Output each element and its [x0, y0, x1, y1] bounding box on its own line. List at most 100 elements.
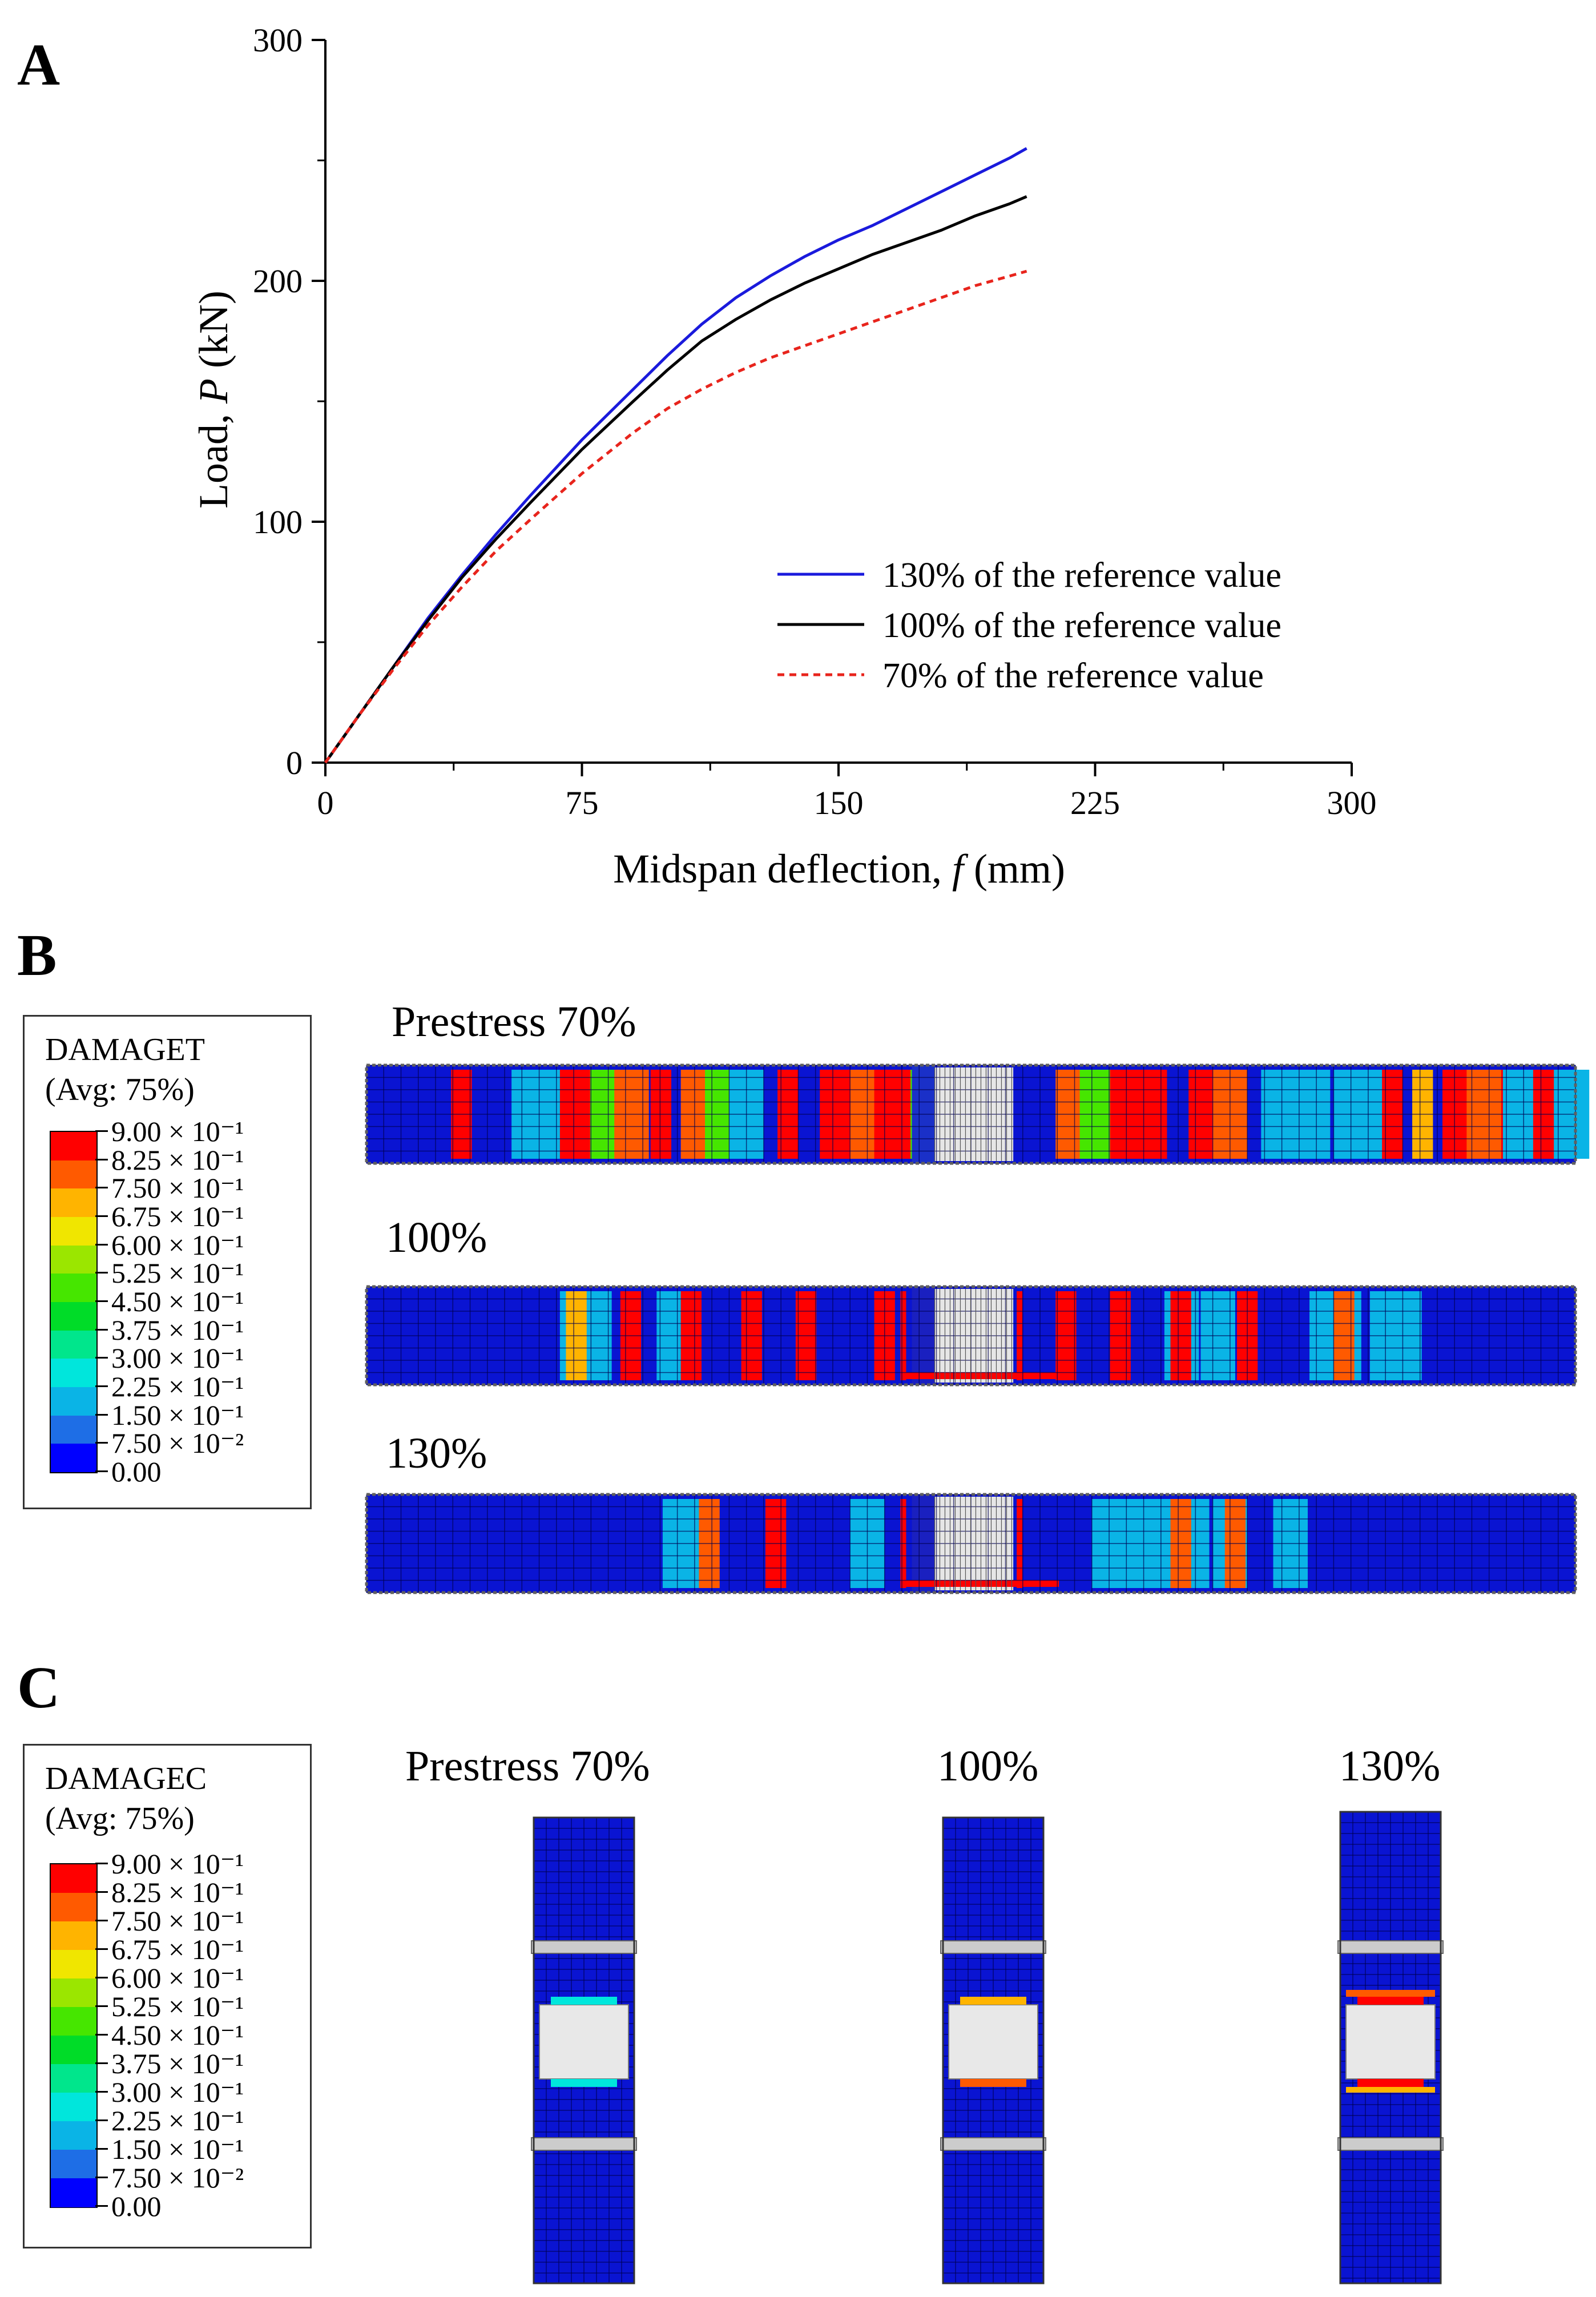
color-scale-label: 6.00 × 10⁻¹ [111, 1228, 244, 1261]
color-scale-band [51, 1893, 96, 1922]
joint-block [539, 2004, 629, 2080]
steel-plate [531, 2137, 637, 2151]
legend-label: 130% of the reference value [882, 556, 1281, 595]
color-scale-band [51, 1359, 96, 1388]
color-scale-band [51, 2007, 96, 2036]
color-scale-tick [95, 2005, 108, 2007]
color-scale-label: 3.75 × 10⁻¹ [111, 2048, 244, 2080]
color-scale-band [51, 1415, 96, 1444]
color-scale-band [51, 1921, 96, 1951]
color-scale-label: 7.50 × 10⁻¹ [111, 1172, 244, 1204]
beam-outline [365, 1063, 1577, 1165]
color-scale-tick [95, 2205, 108, 2207]
color-scale-tick [95, 1863, 108, 1864]
steel-plate [940, 2137, 1046, 2151]
beam-label-70: Prestress 70% [392, 998, 636, 1046]
color-scale-label: 4.50 × 10⁻¹ [111, 1285, 244, 1317]
damage-zone-bottom [1357, 2079, 1424, 2087]
color-scale-label: 9.00 × 10⁻¹ [111, 1848, 244, 1880]
color-scale-tick [95, 2148, 108, 2150]
color-scale-band [51, 1217, 96, 1246]
series-line-3 [324, 269, 1027, 764]
column-label-130: 130% [1339, 1742, 1441, 1790]
color-scale-label: 6.00 × 10⁻¹ [111, 1962, 244, 1994]
tension-damage-beams [365, 1063, 1590, 1594]
panel-label-a: A [17, 32, 61, 98]
legend-label: 70% of the reference value [882, 656, 1264, 695]
color-scale-tick [95, 1948, 108, 1950]
damage-zone-bottom [551, 2079, 617, 2087]
beam-contour-2 [365, 1285, 1577, 1387]
damagec-legend: DAMAGEC (Avg: 75%) 9.00 × 10⁻¹ 8.25 × 10⁻… [23, 1744, 312, 2248]
color-scale-label: 2.25 × 10⁻¹ [111, 1371, 244, 1403]
damaget-legend: DAMAGET (Avg: 75%) 9.00 × 10⁻¹ 8.25 × 10⁻… [23, 1015, 312, 1509]
joint-block [948, 2004, 1038, 2080]
color-scale-band [51, 1978, 96, 2008]
chart-legend: 130% of the reference value 100% of the r… [777, 556, 1281, 695]
color-scale-label: 8.25 × 10⁻¹ [111, 1876, 244, 1908]
load-deflection-chart: 0 75 150 225 300 0 100 200 300 130% of the refer… [191, 22, 1377, 892]
color-scale-label: 7.50 × 10⁻¹ [111, 1905, 244, 1937]
color-scale-label: 5.25 × 10⁻¹ [111, 1990, 244, 2022]
steel-plate [531, 1940, 637, 1954]
color-scale-label: 7.50 × 10⁻² [111, 1427, 244, 1460]
y-tick-label: 300 [253, 22, 303, 59]
color-scale-tick [95, 1442, 108, 1444]
x-tick-label: 75 [566, 784, 599, 821]
damagec-color-scale [50, 1863, 98, 2208]
color-scale-label: 3.75 × 10⁻¹ [111, 1313, 244, 1346]
color-scale-tick [95, 2177, 108, 2178]
color-scale-tick [95, 1243, 108, 1246]
color-scale-band [51, 1444, 96, 1473]
color-scale-band [51, 1245, 96, 1274]
color-scale-label: 2.25 × 10⁻¹ [111, 2105, 244, 2137]
color-scale-label: 0.00 [111, 2190, 162, 2222]
color-scale-band [51, 2093, 96, 2122]
steel-plate [1337, 2137, 1444, 2151]
color-scale-label: 3.00 × 10⁻¹ [111, 2076, 244, 2108]
column-outline [1339, 1811, 1442, 2284]
series-line-2 [324, 195, 1027, 764]
chart-axes: 0 75 150 225 300 0 100 200 300 [253, 22, 1377, 821]
x-tick-label: 0 [317, 784, 334, 821]
steel-plate [940, 1940, 1046, 1954]
color-scale-tick [95, 1977, 108, 1978]
color-scale-label: 8.25 × 10⁻¹ [111, 1143, 244, 1176]
steel-plate [1337, 1940, 1444, 1954]
color-scale-tick [95, 1357, 108, 1359]
color-scale-tick [95, 2091, 108, 2093]
column-outline [942, 1816, 1045, 2284]
color-scale-tick [95, 1891, 108, 1893]
color-scale-label: 4.50 × 10⁻¹ [111, 2019, 244, 2051]
damage-zone-bottom [960, 2079, 1026, 2087]
color-scale-tick [95, 2062, 108, 2064]
color-scale-band [51, 1864, 96, 1893]
color-scale-label: 1.50 × 10⁻¹ [111, 1399, 244, 1431]
damagec-legend-title: DAMAGEC [45, 1761, 207, 1796]
color-scale-band [51, 2150, 96, 2179]
damage-zone-bottom [1346, 2087, 1435, 2093]
damaget-color-scale [50, 1131, 98, 1473]
color-scale-label: 7.50 × 10⁻² [111, 2162, 244, 2194]
color-scale-band [51, 1132, 96, 1161]
panel-label-b: B [17, 922, 57, 988]
beam-outline [365, 1493, 1577, 1594]
column-label-100: 100% [937, 1742, 1039, 1790]
color-scale-label: 0.00 [111, 1456, 162, 1488]
color-scale-tick [95, 1920, 108, 1921]
color-scale-band [51, 2178, 96, 2207]
color-scale-band [51, 2064, 96, 2093]
color-scale-tick [95, 1187, 108, 1189]
column-contour-3 [1337, 1811, 1444, 2284]
damagec-legend-avg: (Avg: 75%) [45, 1801, 195, 1836]
color-scale-label: 6.75 × 10⁻¹ [111, 1200, 244, 1232]
damage-zone-top [1357, 1997, 1424, 2005]
color-scale-band [51, 1188, 96, 1218]
color-scale-band [51, 1160, 96, 1189]
color-scale-label: 5.25 × 10⁻¹ [111, 1257, 244, 1289]
color-scale-tick [95, 2119, 108, 2121]
color-scale-label: 1.50 × 10⁻¹ [111, 2133, 244, 2165]
beam-label-130: 130% [386, 1429, 487, 1477]
damage-zone-top [551, 1997, 617, 2005]
